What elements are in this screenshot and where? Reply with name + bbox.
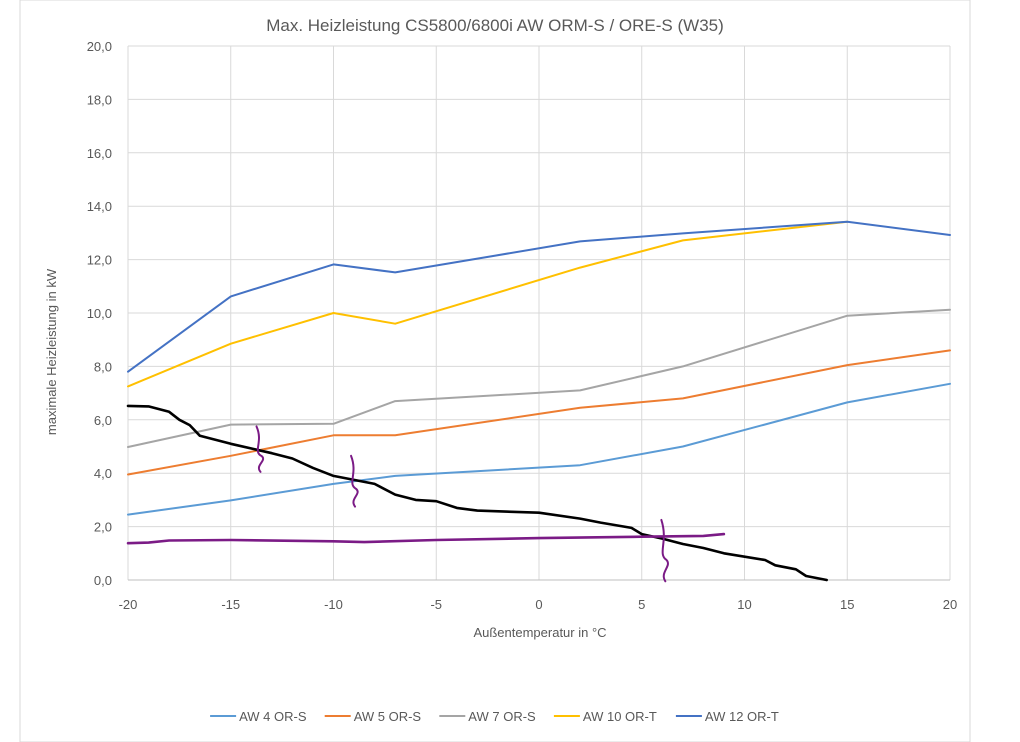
chart-title: Max. Heizleistung CS5800/6800i AW ORM-S … [266,16,724,35]
y-tick-label: 0,0 [94,573,112,588]
y-tick-label: 12,0 [87,253,112,268]
annotation-mark-3 [255,425,265,473]
legend-label-1: AW 4 OR-S [239,709,307,724]
chart-area-border [19,0,971,742]
y-tick-label: 18,0 [87,92,112,107]
y-tick-label: 4,0 [94,466,112,481]
legend-label-2: AW 5 OR-S [354,709,422,724]
series-line-2 [127,349,951,476]
y-tick-label: 14,0 [87,199,112,214]
series-line-3 [127,308,951,448]
y-axis-title: maximale Heizleistung in kW [44,268,59,435]
annotation-line-2 [126,532,726,545]
x-tick-label: 15 [840,597,854,612]
series-line-4 [127,220,849,388]
series-group [127,220,951,516]
legend-label-4: AW 10 OR-T [583,709,657,724]
x-tick-label: -10 [324,597,343,612]
x-tick-label: -15 [221,597,240,612]
y-tick-label: 16,0 [87,146,112,161]
annotations-group [126,404,829,583]
y-tick-label: 20,0 [87,39,112,54]
x-tick-label: -20 [119,597,138,612]
y-tick-label: 10,0 [87,306,112,321]
annotation-mark-5 [660,518,669,583]
x-tick-label: 20 [943,597,957,612]
x-tick-label: 5 [638,597,645,612]
annotation-line-1 [126,404,829,582]
annotation-mark-4 [350,454,359,508]
legend: AW 4 OR-S AW 5 OR-S AW 7 OR-S AW 10 OR-T AW … [210,709,779,724]
y-tick-label: 6,0 [94,413,112,428]
x-tick-label: -5 [430,597,442,612]
series-line-5 [127,220,951,373]
x-axis-title: Außentemperatur in °C [473,625,606,640]
y-tick-label: 8,0 [94,359,112,374]
x-tick-label: 0 [535,597,542,612]
series-line-1 [127,382,951,516]
legend-label-3: AW 7 OR-S [468,709,536,724]
axes: -20 -15 -10 -5 0 5 10 15 20 0,0 2,0 4,0 6,0 8,0 10,0 12… [87,39,958,612]
x-tick-label: 10 [737,597,751,612]
legend-label-5: AW 12 OR-T [705,709,779,724]
y-tick-label: 2,0 [94,520,112,535]
